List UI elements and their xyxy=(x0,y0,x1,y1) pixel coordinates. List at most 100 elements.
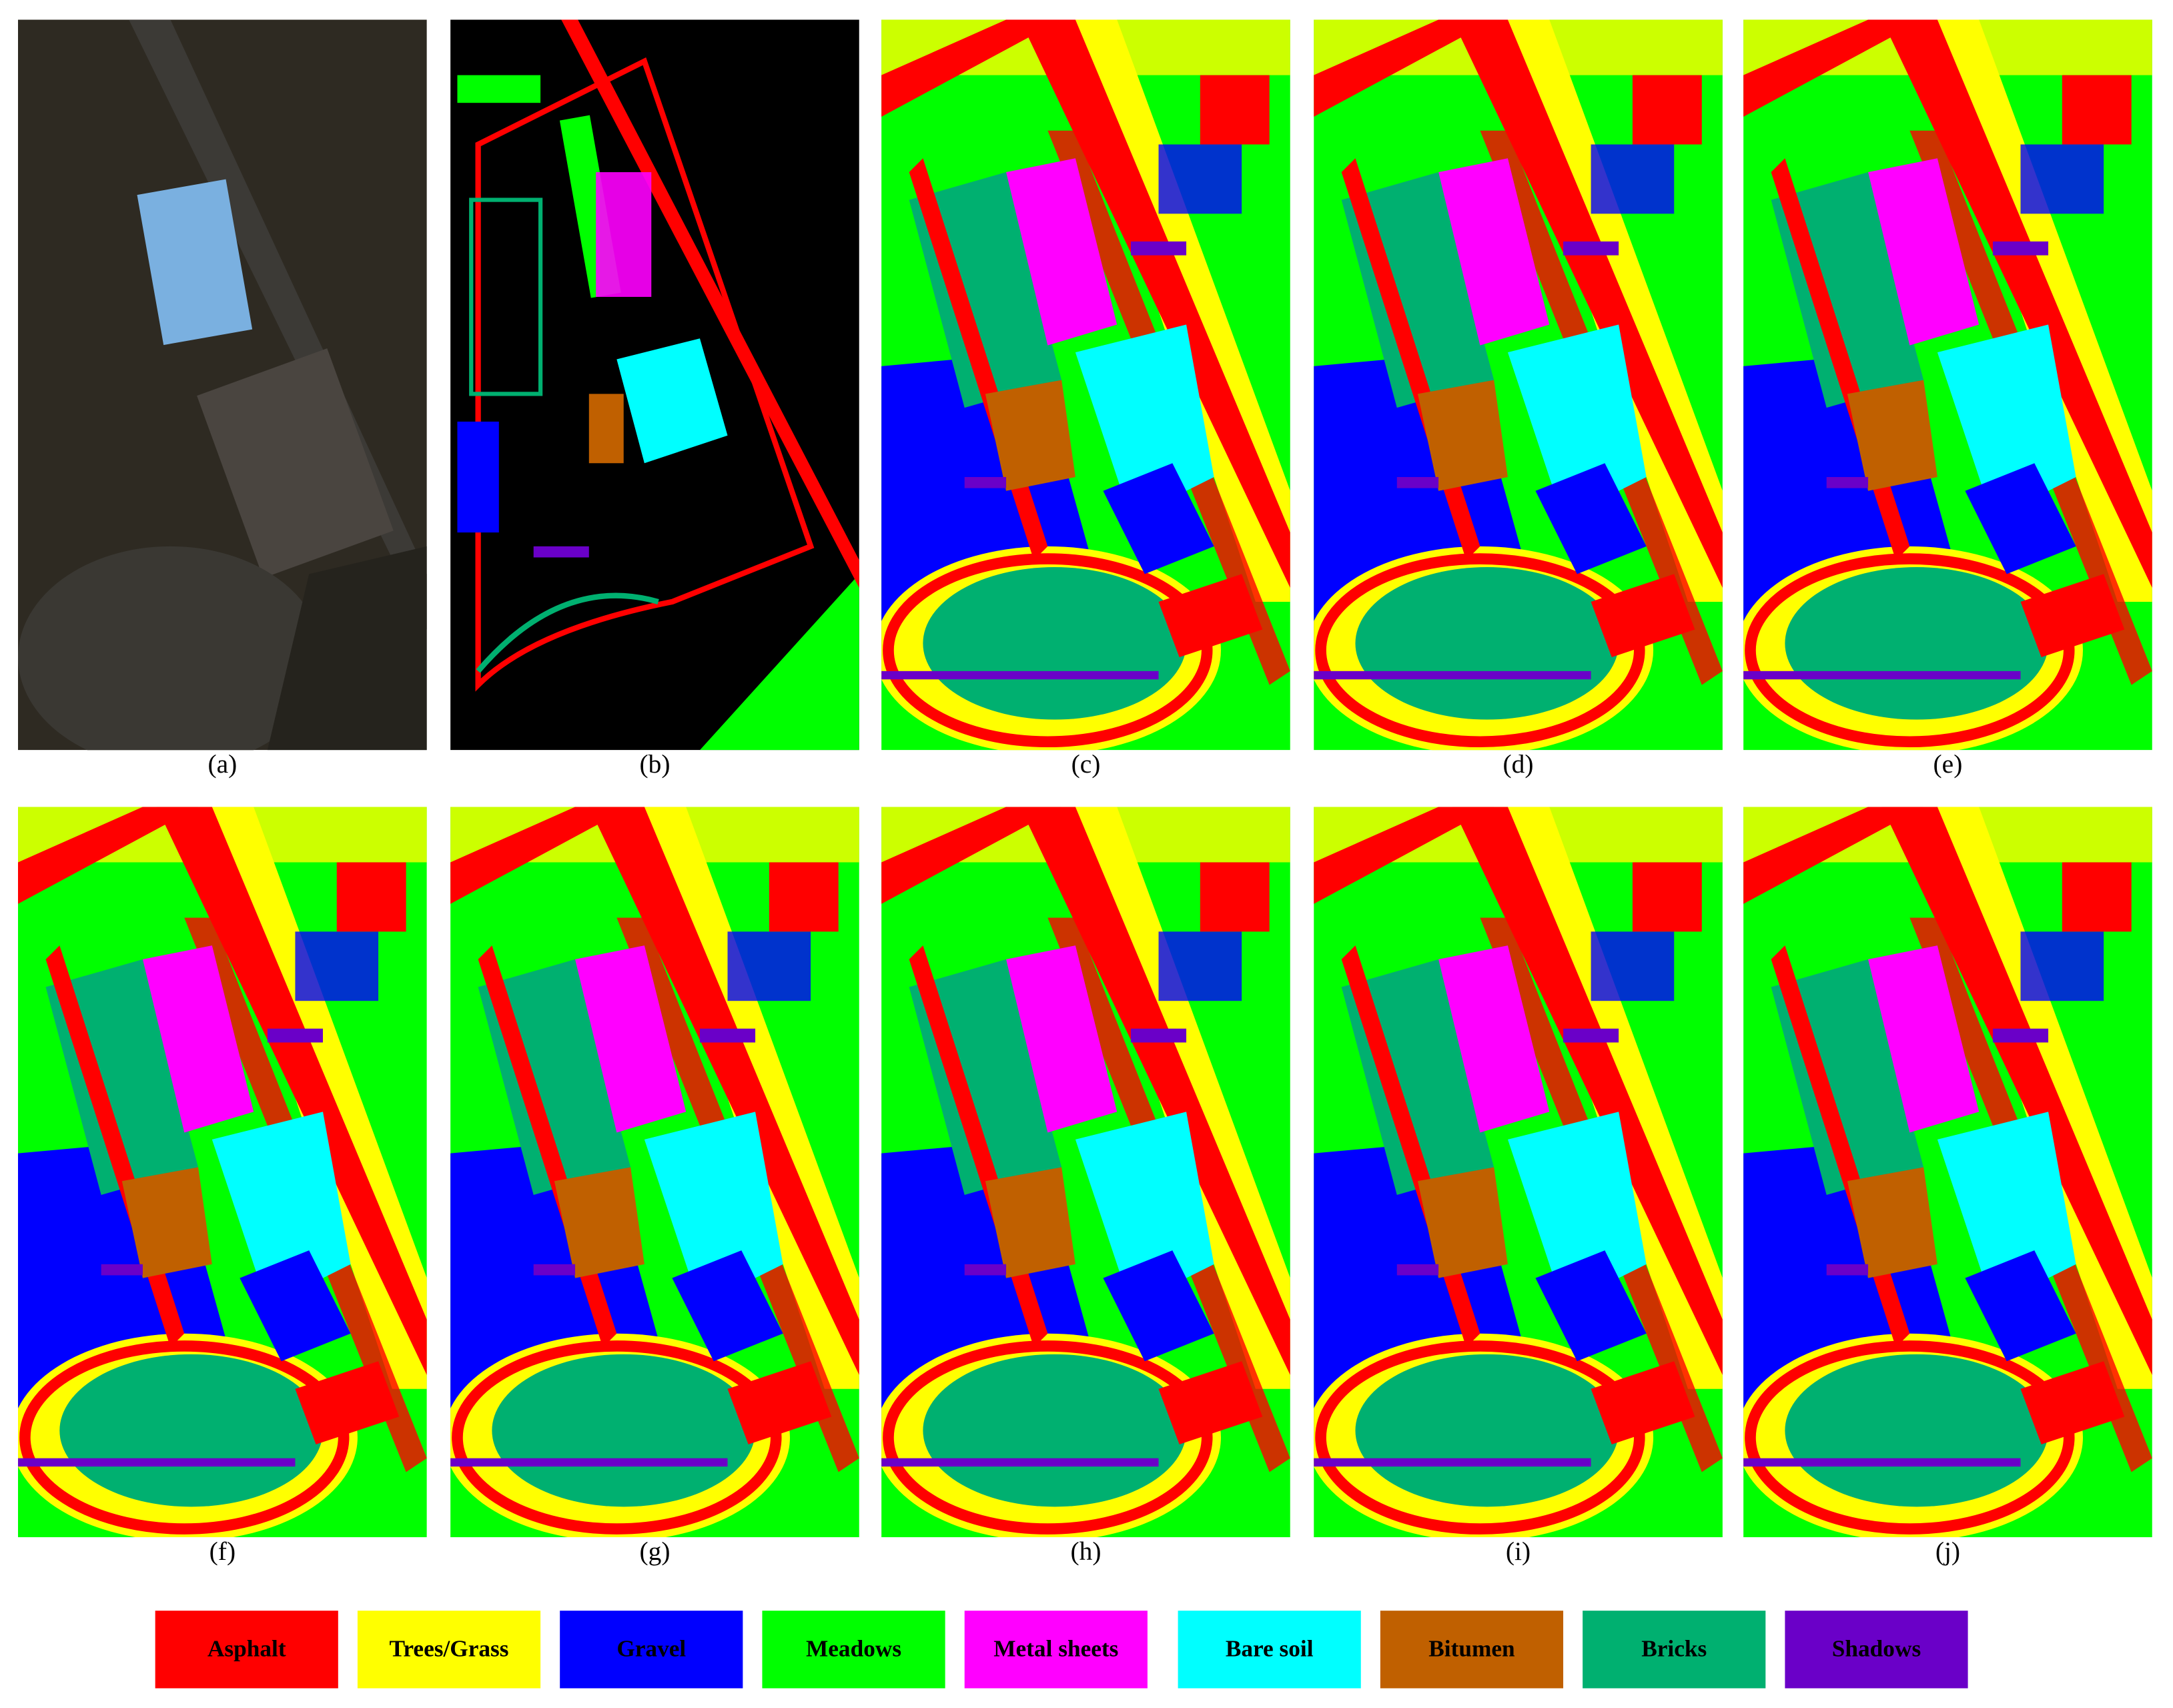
map-region xyxy=(142,945,254,1133)
legend-label: Gravel xyxy=(616,1635,686,1661)
map-region xyxy=(450,807,631,904)
map-region xyxy=(1745,553,2075,748)
map-panel xyxy=(450,807,859,1538)
map-region xyxy=(964,477,1007,488)
map-region xyxy=(336,862,406,932)
panel-label: (c) xyxy=(1071,749,1101,779)
map-region xyxy=(1314,1458,1591,1467)
map-region xyxy=(533,546,589,558)
map-region xyxy=(1847,1167,1937,1278)
map-region xyxy=(457,421,499,533)
map-panel xyxy=(1743,807,2152,1538)
panel-label: (d) xyxy=(1503,749,1534,779)
map-region xyxy=(18,807,199,904)
map-region xyxy=(1158,144,1242,214)
map-region xyxy=(1535,1250,1647,1362)
map-region xyxy=(1315,1340,1645,1535)
map-region xyxy=(1315,553,1645,748)
map-image xyxy=(881,19,1290,751)
map-region xyxy=(1130,241,1187,256)
map-region xyxy=(1992,241,2049,256)
map-region xyxy=(469,197,543,396)
legend-label: Bricks xyxy=(1641,1635,1707,1661)
map-region xyxy=(616,338,728,464)
map-image xyxy=(450,19,859,751)
map-region xyxy=(267,1028,323,1043)
map-region xyxy=(137,179,253,346)
map-region xyxy=(644,1112,783,1306)
map-region xyxy=(295,931,379,1001)
panel-label: (j) xyxy=(1935,1537,1960,1566)
map-panel xyxy=(18,19,427,751)
map-region xyxy=(1965,1250,2076,1362)
map-region xyxy=(1417,380,1508,491)
map-region xyxy=(985,1167,1075,1278)
map-region xyxy=(909,959,1062,1195)
legend-swatch xyxy=(560,1611,743,1689)
map-region xyxy=(596,172,652,297)
legend-swatch xyxy=(1178,1611,1361,1689)
map-region xyxy=(476,592,659,673)
map-region xyxy=(881,671,1159,680)
map-region xyxy=(1341,172,1494,408)
map-region xyxy=(881,19,1062,117)
legend-label: Asphalt xyxy=(207,1635,286,1661)
map-region xyxy=(1632,75,1702,145)
map-region xyxy=(881,807,1062,904)
map-region xyxy=(1965,463,2076,574)
panel-label: (h) xyxy=(1070,1537,1101,1566)
map-region xyxy=(1591,144,1675,214)
map-region xyxy=(1535,463,1647,574)
legend-label: Bitumen xyxy=(1428,1635,1515,1661)
map-region xyxy=(18,1458,296,1467)
map-region xyxy=(1826,1264,1869,1276)
map-region xyxy=(1743,19,1924,117)
map-region xyxy=(2020,931,2104,1001)
map-region xyxy=(1868,158,1980,346)
map-region xyxy=(1158,1361,1263,1444)
map-region xyxy=(2020,1361,2125,1444)
map-region xyxy=(1417,1167,1508,1278)
map-region xyxy=(45,959,199,1195)
map-panel xyxy=(18,807,427,1538)
panel-label: (a) xyxy=(207,749,237,779)
map-region xyxy=(1591,931,1675,1001)
map-panel xyxy=(1314,807,1723,1538)
legend-swatch xyxy=(155,1611,338,1689)
map-region xyxy=(1396,1264,1439,1276)
map-region xyxy=(1006,158,1118,346)
map-region xyxy=(1130,1028,1187,1043)
map-region xyxy=(1743,807,1924,904)
map-image xyxy=(1314,807,1723,1538)
map-region xyxy=(1743,671,2021,680)
map-region xyxy=(1396,477,1439,488)
map-region xyxy=(1785,1354,2049,1507)
map-region xyxy=(2020,144,2104,214)
map-region xyxy=(1771,172,1924,408)
map-region xyxy=(727,1361,832,1444)
legend-swatch xyxy=(1380,1611,1564,1689)
panel-label: (i) xyxy=(1506,1537,1531,1566)
map-region xyxy=(2062,862,2132,932)
map-region xyxy=(450,1458,728,1467)
map-region xyxy=(575,945,687,1133)
map-panel xyxy=(1314,19,1723,751)
map-region xyxy=(1847,380,1937,491)
map-region xyxy=(588,394,624,464)
map-region xyxy=(1507,1112,1647,1306)
legend-label: Bare soil xyxy=(1226,1635,1314,1661)
legend-label: Metal sheets xyxy=(993,1635,1118,1661)
map-region xyxy=(561,19,859,588)
map-region xyxy=(883,553,1213,748)
map-region xyxy=(1632,862,1702,932)
map-region xyxy=(1158,931,1242,1001)
map-region xyxy=(2020,574,2125,658)
map-image xyxy=(1743,807,2152,1538)
map-region xyxy=(1438,945,1550,1133)
map-region xyxy=(533,1264,576,1276)
map-region xyxy=(1158,574,1263,658)
map-region xyxy=(1743,1458,2021,1467)
map-region xyxy=(1438,158,1550,346)
legend-label: Meadows xyxy=(806,1635,901,1661)
map-region xyxy=(1785,567,2049,720)
